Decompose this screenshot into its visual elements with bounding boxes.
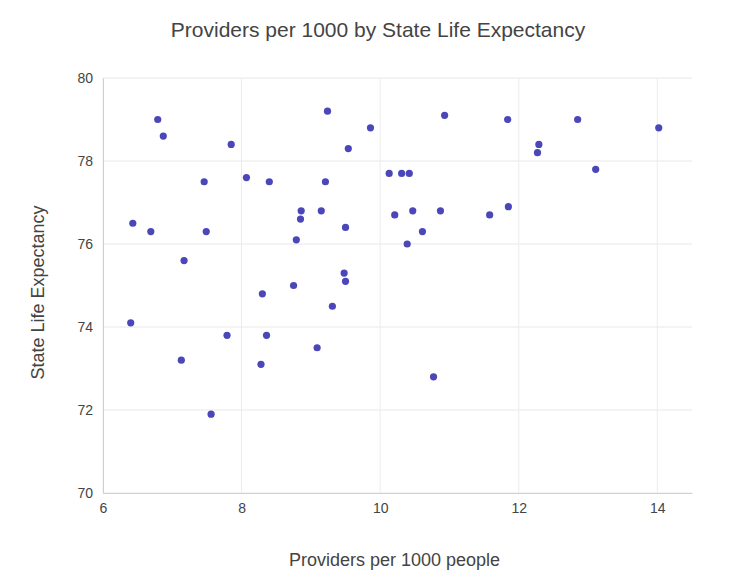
point <box>314 344 321 351</box>
y-axis-tick-label: 70 <box>77 485 93 501</box>
y-grid-line <box>103 78 692 79</box>
point <box>223 332 230 339</box>
y-grid-line <box>103 161 692 162</box>
point <box>342 278 349 285</box>
point <box>419 228 426 235</box>
point <box>486 211 493 218</box>
point <box>243 174 250 181</box>
x-grid-line <box>657 78 658 493</box>
x-grid-line <box>380 78 381 493</box>
point <box>207 411 214 418</box>
point <box>178 357 185 364</box>
y-axis-tick-label: 72 <box>77 402 93 418</box>
point <box>263 332 270 339</box>
x-axis-tick: 10 <box>373 493 389 516</box>
point <box>203 228 210 235</box>
y-axis-tick-label: 80 <box>77 70 93 86</box>
y-axis-line <box>103 79 104 494</box>
y-axis-title: State Life Expectancy <box>28 205 48 379</box>
point <box>535 141 542 148</box>
point <box>147 228 154 235</box>
point <box>127 319 134 326</box>
point <box>329 303 336 310</box>
point <box>398 170 405 177</box>
point <box>386 170 393 177</box>
point <box>342 224 349 231</box>
point <box>318 207 325 214</box>
point <box>324 108 331 115</box>
y-grid-line <box>103 493 692 494</box>
y-axis-tick-label: 78 <box>77 153 93 169</box>
plot: 6 8 10 12 14 70 72 74 76 78 80 <box>77 70 692 516</box>
point <box>180 257 187 264</box>
point <box>298 207 305 214</box>
x-axis-tick-label: 10 <box>373 500 389 516</box>
x-axis-tick: 14 <box>650 493 666 516</box>
point <box>341 269 348 276</box>
point <box>655 124 662 131</box>
point <box>409 207 416 214</box>
point <box>293 236 300 243</box>
point <box>201 178 208 185</box>
y-grid-line <box>103 410 692 411</box>
y-axis-tick: 80 <box>77 70 103 86</box>
x-axis-title: Providers per 1000 people <box>289 550 500 570</box>
x-axis-tick-label: 12 <box>511 500 527 516</box>
y-axis-tick: 72 <box>77 402 103 418</box>
point <box>259 290 266 297</box>
y-axis-tick: 76 <box>77 236 103 252</box>
x-grid-line <box>103 78 104 493</box>
x-axis-line <box>104 493 693 494</box>
point <box>322 178 329 185</box>
point <box>266 178 273 185</box>
grid <box>103 78 692 493</box>
point <box>297 216 304 223</box>
point <box>430 373 437 380</box>
y-axis-tick-label: 76 <box>77 236 93 252</box>
point <box>160 133 167 140</box>
point <box>441 112 448 119</box>
x-axis-tick-label: 14 <box>650 500 666 516</box>
point <box>391 211 398 218</box>
point <box>534 149 541 156</box>
point <box>129 220 136 227</box>
y-axis-tick-label: 74 <box>77 319 93 335</box>
point <box>406 170 413 177</box>
point <box>592 166 599 173</box>
x-axis-tick: 6 <box>100 493 108 516</box>
x-axis: 6 8 10 12 14 <box>100 493 693 516</box>
x-axis-tick-label: 6 <box>100 500 108 516</box>
point <box>504 116 511 123</box>
x-axis-tick: 12 <box>511 493 527 516</box>
point <box>154 116 161 123</box>
point <box>367 124 374 131</box>
x-axis-tick-label: 8 <box>238 500 246 516</box>
x-axis-tick: 8 <box>238 493 246 516</box>
title: Providers per 1000 by State Life Expecta… <box>171 18 586 41</box>
y-axis: 70 72 74 76 78 80 <box>77 70 103 501</box>
point <box>574 116 581 123</box>
point <box>437 207 444 214</box>
y-axis-tick: 70 <box>77 485 103 501</box>
point <box>257 361 264 368</box>
point <box>404 240 411 247</box>
point <box>228 141 235 148</box>
points <box>127 108 662 418</box>
point <box>505 203 512 210</box>
x-grid-line <box>518 78 519 493</box>
y-axis-tick: 74 <box>77 319 103 335</box>
point <box>345 145 352 152</box>
chart: 6 8 10 12 14 70 72 74 76 78 80 Providers per 1000 b… <box>0 0 736 585</box>
y-grid-line <box>103 327 692 328</box>
y-axis-tick: 78 <box>77 153 103 169</box>
point <box>290 282 297 289</box>
y-grid-line <box>103 244 692 245</box>
x-grid-line <box>241 78 242 493</box>
